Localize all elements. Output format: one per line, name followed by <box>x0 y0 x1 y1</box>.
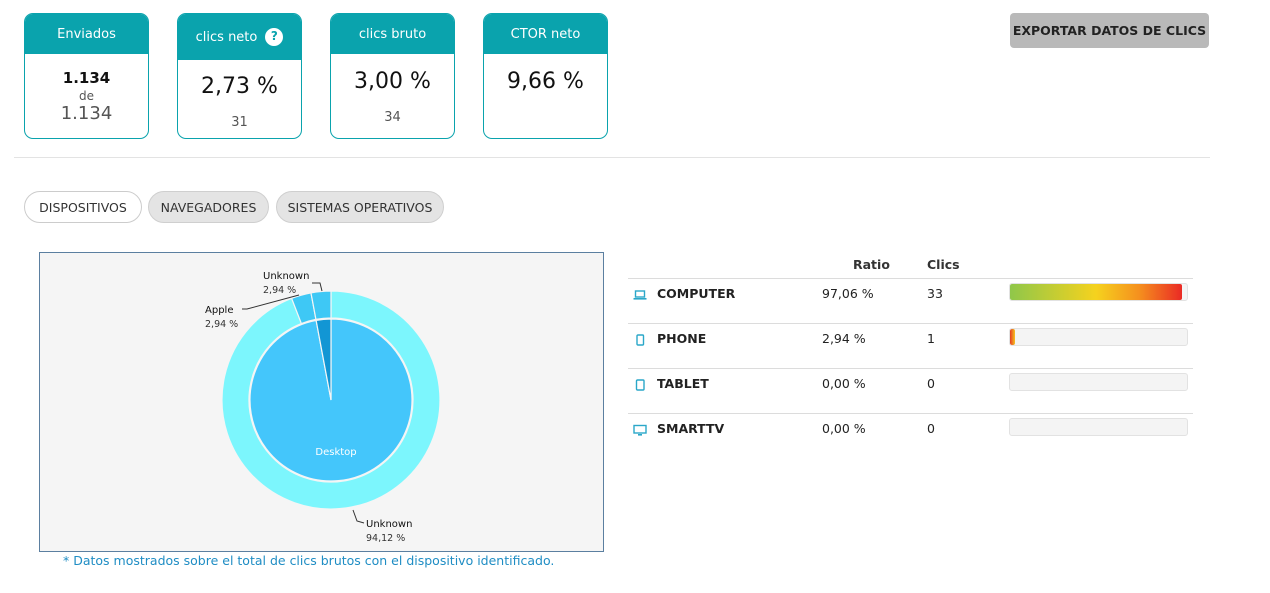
device-ratio: 97,06 % <box>822 286 874 301</box>
pie-leader-line <box>312 282 323 292</box>
stat-card-enviados: Enviados 1.134 de 1.134 <box>24 13 149 139</box>
tab-navegadores[interactable]: NAVEGADORES <box>148 191 269 223</box>
help-icon[interactable]: ? <box>265 28 284 46</box>
column-header-ratio: Ratio <box>853 257 890 272</box>
device-clics: 1 <box>927 331 935 346</box>
export-clicks-button[interactable]: EXPORTAR DATOS DE CLICS <box>1010 13 1209 48</box>
pie-label-apple: Apple <box>205 305 233 316</box>
tablet-icon <box>635 379 645 391</box>
device-ratio: 0,00 % <box>822 376 866 391</box>
table-row: SMARTTV 0,00 % 0 <box>628 413 1193 458</box>
footnote: * Datos mostrados sobre el total de clic… <box>63 553 555 568</box>
device-name: SMARTTV <box>657 421 725 436</box>
stat-label: CTOR neto <box>510 26 581 42</box>
stat-total: 1.134 <box>60 103 113 124</box>
stat-card-header: Enviados <box>25 14 148 54</box>
phone-icon <box>636 334 645 346</box>
stat-label: clics neto <box>195 29 258 45</box>
stat-value: 1.134 <box>62 69 111 87</box>
stat-card-header: CTOR neto <box>484 14 607 54</box>
device-ratio: 2,94 % <box>822 331 866 346</box>
table-row: COMPUTER 97,06 % 33 <box>628 278 1193 323</box>
stat-of-label: de <box>79 89 94 103</box>
pie-label-unknown-small-value: 2,94 % <box>263 285 296 296</box>
devices-pie-chart: Desktop Unknown 94,12 % Apple 2,94 % Unknown… <box>205 271 441 544</box>
stat-count: 34 <box>384 110 401 125</box>
stat-card-clics-neto: clics neto ? 2,73 % 31 <box>177 13 302 139</box>
pie-center-label: Desktop <box>315 447 356 458</box>
device-name: PHONE <box>657 331 707 346</box>
device-progress-bar <box>1009 328 1188 346</box>
device-clics: 33 <box>927 286 943 301</box>
pie-label-unknown-main-value: 94,12 % <box>366 533 405 544</box>
pie-inner-slice-1 <box>315 318 332 401</box>
laptop-icon <box>633 290 647 300</box>
device-progress-bar <box>1009 373 1188 391</box>
device-ratio: 0,00 % <box>822 421 866 436</box>
stat-value: 3,00 % <box>354 69 431 94</box>
column-header-clics: Clics <box>927 257 960 272</box>
pie-label-unknown-main: Unknown <box>366 519 412 530</box>
table-row: TABLET 0,00 % 0 <box>628 368 1193 413</box>
pie-leader-line <box>352 509 365 524</box>
bar-fill <box>1010 284 1182 300</box>
device-clics: 0 <box>927 376 935 391</box>
device-clics: 0 <box>927 421 935 436</box>
stat-count: 31 <box>231 115 248 130</box>
device-name: COMPUTER <box>657 286 736 301</box>
stat-card-clics-bruto: clics bruto 3,00 % 34 <box>330 13 455 139</box>
stat-label: clics bruto <box>358 26 427 42</box>
device-progress-bar <box>1009 283 1188 301</box>
table-row: PHONE 2,94 % 1 <box>628 323 1193 368</box>
pie-leader-line <box>242 294 300 310</box>
tv-icon <box>633 424 647 436</box>
device-name: TABLET <box>657 376 709 391</box>
tab-dispositivos[interactable]: DISPOSITIVOS <box>24 191 142 223</box>
stat-card-header: clics neto ? <box>178 14 301 60</box>
pie-outer-slice-2 <box>310 290 332 321</box>
bar-fill <box>1010 329 1016 345</box>
stat-value: 2,73 % <box>201 74 278 99</box>
pie-label-apple-value: 2,94 % <box>205 319 238 330</box>
stat-value: 9,66 % <box>507 69 584 94</box>
stat-card-header: clics bruto <box>331 14 454 54</box>
device-progress-bar <box>1009 418 1188 436</box>
devices-chart: Desktop Unknown 94,12 % Apple 2,94 % Unknown… <box>39 252 604 552</box>
stat-label: Enviados <box>57 26 116 42</box>
tab-sistemas-operativos[interactable]: SISTEMAS OPERATIVOS <box>276 191 444 223</box>
stat-card-ctor-neto: CTOR neto 9,66 % <box>483 13 608 139</box>
pie-label-unknown-small: Unknown <box>263 271 309 282</box>
section-divider <box>14 157 1210 158</box>
pie-outer-slice-0 <box>221 290 441 510</box>
